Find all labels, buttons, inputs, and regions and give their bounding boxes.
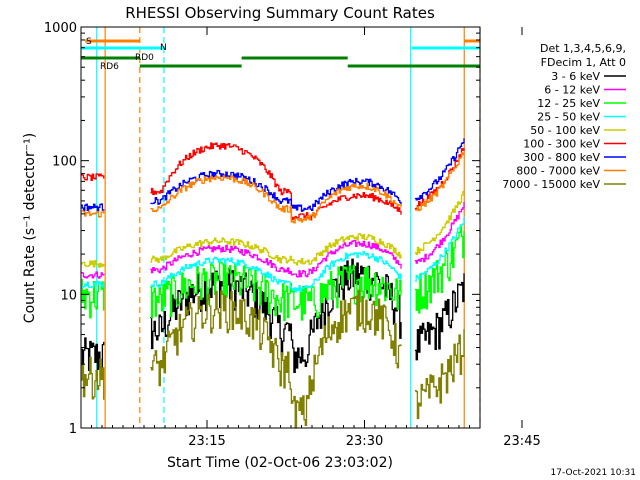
series-line <box>414 329 465 420</box>
y-axis-label: Count Rate (s⁻¹ detector⁻¹) <box>22 133 38 323</box>
legend-label: 12 - 25 keV <box>537 97 600 110</box>
series-line <box>150 142 402 221</box>
series-line <box>414 273 465 361</box>
series-line <box>81 280 105 288</box>
legend-label: 3 - 6 keV <box>551 70 600 83</box>
x-axis-label: Start Time (02-Oct-06 23:03:02) <box>167 455 393 471</box>
series-line <box>81 203 105 212</box>
series-8 <box>81 289 465 429</box>
legend-label: 50 - 100 keV <box>530 124 600 137</box>
series-line <box>150 175 402 224</box>
plot-area: S N RD0 RD6 <box>81 27 481 429</box>
x-tick-label: 23:30 <box>346 434 383 449</box>
x-tick-label: 23:45 <box>503 434 540 449</box>
x-tick-label: 23:15 <box>188 434 225 449</box>
flag-label: RD0 <box>135 53 154 63</box>
series-line <box>150 289 402 429</box>
y-axis: 1 10 100 1000 <box>44 21 480 437</box>
series-line <box>414 138 465 201</box>
legend-label: 6 - 12 keV <box>544 84 600 97</box>
legend-label: 100 - 300 keV <box>523 138 600 151</box>
series-line <box>81 356 105 400</box>
series-line <box>414 190 465 255</box>
series-4 <box>81 190 465 268</box>
legend: Det 1,3,4,5,6,9,FDecim 1, Att 03 - 6 keV… <box>502 42 626 191</box>
series-3 <box>81 216 465 293</box>
legend-label: 7000 - 15000 keV <box>502 178 600 191</box>
y-tick-label: 1000 <box>44 21 77 36</box>
series-line <box>81 173 105 181</box>
series-line <box>81 259 105 268</box>
series-line <box>81 210 105 218</box>
legend-header: FDecim 1, Att 0 <box>541 56 626 69</box>
y-tick-label: 10 <box>60 288 77 303</box>
series-line <box>414 224 465 314</box>
series-line <box>150 250 402 293</box>
chart-title: RHESSI Observing Summary Count Rates <box>125 4 435 22</box>
timestamp: 17-Oct-2021 10:31 <box>551 468 636 478</box>
series-line <box>150 233 402 266</box>
y-tick-label: 100 <box>52 155 77 170</box>
legend-label: 300 - 800 keV <box>523 151 600 164</box>
legend-header: Det 1,3,4,5,6,9, <box>540 42 626 55</box>
y-tick-label: 1 <box>69 422 77 437</box>
series-line <box>414 202 465 264</box>
flag-label: S <box>86 37 92 47</box>
series-line <box>150 169 402 212</box>
series-1 <box>81 202 465 279</box>
series-line <box>81 271 105 279</box>
series-line <box>414 152 465 212</box>
series-line <box>414 216 465 282</box>
legend-label: 25 - 50 keV <box>537 111 600 124</box>
series-7 <box>81 152 465 224</box>
flag-label: N <box>160 43 167 53</box>
series-6 <box>81 138 465 212</box>
flag-label: RD6 <box>100 62 119 72</box>
series-line <box>150 240 402 278</box>
legend-label: 800 - 7000 keV <box>516 165 600 178</box>
